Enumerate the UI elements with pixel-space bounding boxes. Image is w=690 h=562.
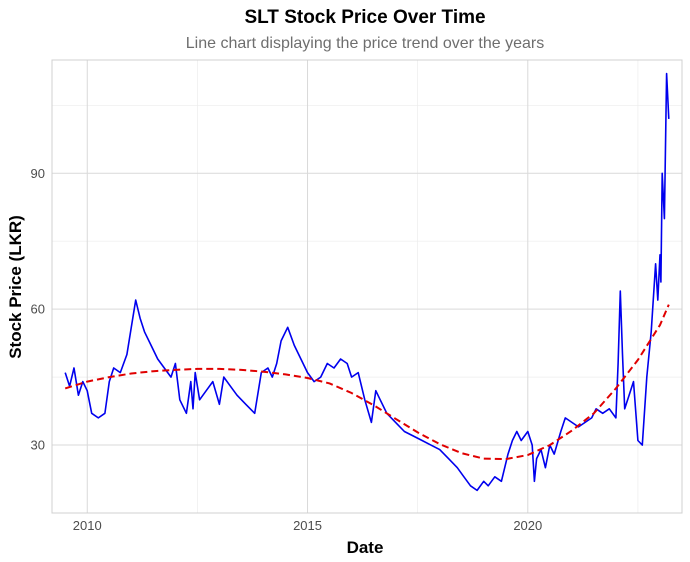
x-tick-label: 2015: [293, 518, 322, 533]
x-tick-label: 2010: [73, 518, 102, 533]
trend-series-line: [64, 304, 670, 461]
y-tick-label: 30: [31, 438, 45, 453]
price-series-line: [64, 72, 670, 492]
y-axis-title: Stock Price (LKR): [6, 215, 25, 359]
grid: [52, 60, 682, 514]
x-axis-title: Date: [347, 538, 384, 557]
y-tick-label: 60: [31, 302, 45, 317]
chart-subtitle: Line chart displaying the price trend ov…: [186, 35, 544, 52]
plot-panel-border: [51, 59, 683, 514]
chart-title: SLT Stock Price Over Time: [244, 7, 485, 28]
tick-labels: 2010 2015 2020 30 60 90: [31, 166, 543, 533]
x-tick-label: 2020: [513, 518, 542, 533]
y-tick-label: 90: [31, 166, 45, 181]
series-layer: [64, 72, 670, 492]
